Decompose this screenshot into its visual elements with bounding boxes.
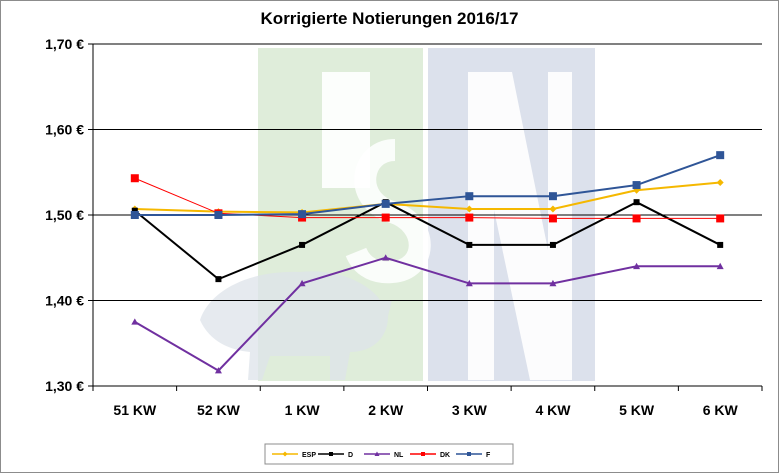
x-tick-label: 4 KW: [535, 402, 571, 418]
legend-label: DK: [440, 452, 450, 459]
legend-item-d: D: [318, 452, 353, 459]
series-line: [134, 256, 721, 372]
legend-label: D: [348, 452, 353, 459]
data-point: [717, 241, 724, 248]
legend: ESP D NL DK F: [264, 443, 514, 465]
watermark-pig-icon: [200, 271, 392, 380]
series-line: [134, 201, 721, 281]
x-tick-labels: 51 KW 52 KW 1 KW 2 KW 3 KW 4 KW 5 KW 6 KW: [113, 402, 738, 418]
legend-label: F: [486, 452, 491, 459]
x-tick-label: 51 KW: [113, 402, 157, 418]
legend-label: ESP: [302, 452, 316, 459]
data-point: [548, 192, 557, 201]
y-tick-label: 1,70 €: [45, 36, 84, 52]
data-point: [465, 213, 474, 222]
data-point: [716, 262, 724, 270]
y-tick-label: 1,30 €: [45, 378, 84, 394]
data-point: [282, 451, 288, 457]
data-point: [382, 254, 390, 261]
data-point: [465, 279, 473, 287]
data-point: [632, 181, 641, 190]
x-tick-label: 1 KW: [285, 402, 321, 418]
data-point: [633, 199, 640, 206]
y-tick-label: 1,50 €: [45, 207, 84, 223]
data-point: [633, 262, 641, 270]
y-tick-labels: 1,30 € 1,40 € 1,50 € 1,60 € 1,70 €: [45, 36, 84, 394]
series-d: [131, 199, 724, 283]
data-point: [465, 192, 474, 201]
data-point: [298, 210, 307, 219]
series-nl: [131, 254, 724, 374]
data-point: [329, 452, 333, 456]
series-line: [134, 181, 721, 214]
watermark-letter-n: [468, 72, 572, 380]
legend-item-dk: DK: [410, 452, 450, 459]
data-point: [131, 207, 138, 214]
y-tick-label: 1,60 €: [45, 122, 84, 138]
series-line: [134, 154, 721, 216]
series-lines: [130, 151, 725, 374]
data-point: [130, 211, 139, 219]
data-point: [716, 179, 724, 187]
y-tick-label: 1,40 €: [45, 293, 84, 309]
data-point: [549, 279, 557, 287]
data-point: [549, 205, 557, 213]
legend-label: NL: [394, 452, 404, 459]
data-point: [215, 276, 222, 283]
chart-title: Korrigierte Notierungen 2016/17: [260, 9, 519, 28]
data-point: [130, 174, 139, 183]
data-point: [299, 241, 306, 248]
data-point: [465, 205, 473, 213]
data-point: [466, 241, 473, 248]
data-point: [549, 241, 556, 248]
x-tick-label: 5 KW: [619, 402, 655, 418]
legend-item-f: F: [456, 452, 491, 459]
data-point: [214, 211, 223, 219]
axes: [92, 44, 763, 391]
data-point: [298, 279, 306, 287]
legend-item-nl: NL: [364, 451, 404, 459]
series-f: [130, 151, 725, 219]
x-tick-label: 52 KW: [197, 402, 241, 418]
data-point: [716, 151, 725, 160]
data-point: [632, 214, 641, 223]
data-point: [381, 213, 390, 222]
watermark-letter-s: [345, 139, 431, 284]
x-tick-label: 6 KW: [703, 402, 739, 418]
data-point: [716, 214, 725, 223]
legend-item-esp: ESP: [272, 451, 316, 459]
x-tick-label: 2 KW: [368, 402, 404, 418]
data-point: [374, 451, 380, 456]
data-point: [214, 367, 222, 374]
data-point: [467, 452, 471, 456]
data-point: [548, 214, 557, 223]
data-point: [421, 452, 425, 456]
data-point: [131, 318, 139, 325]
x-tick-label: 3 KW: [452, 402, 488, 418]
data-point: [381, 199, 390, 208]
